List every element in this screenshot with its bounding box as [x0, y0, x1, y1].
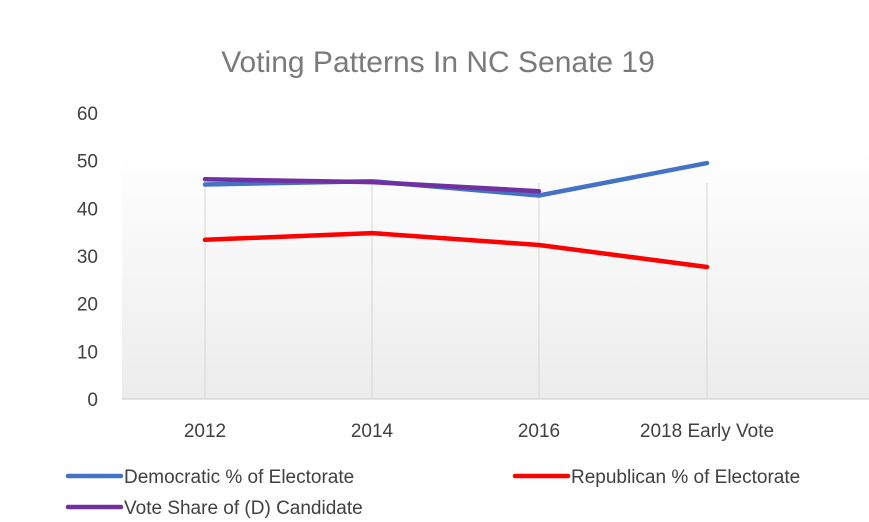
- legend: Democratic % of Electorate Republican % o…: [65, 467, 800, 519]
- y-tick-label: 30: [77, 247, 98, 268]
- x-tick-label: 2012: [184, 421, 226, 442]
- series-lines: [202, 160, 710, 270]
- series-line-1: [202, 230, 710, 270]
- y-tick-label: 50: [77, 152, 98, 173]
- gridlines: [122, 183, 869, 400]
- x-axis-ticks: 2012 2014 2016 2018 Early Vote: [184, 421, 774, 442]
- series-line-2: [202, 177, 542, 194]
- y-tick-label: 0: [87, 390, 98, 411]
- x-tick-label: 2014: [351, 421, 394, 442]
- y-axis-ticks: 0 10 20 30 40 50 60: [77, 104, 98, 411]
- legend-label-1: Republican % of Electorate: [571, 467, 800, 488]
- legend-label-2: Vote Share of (D) Candidate: [124, 498, 363, 519]
- x-tick-label: 2018 Early Vote: [640, 421, 774, 442]
- y-tick-label: 20: [77, 295, 98, 316]
- legend-label-0: Democratic % of Electorate: [124, 467, 354, 488]
- chart-title: Voting Patterns In NC Senate 19: [221, 46, 655, 79]
- y-tick-label: 40: [77, 199, 98, 220]
- y-tick-label: 60: [77, 104, 98, 125]
- y-tick-label: 10: [77, 342, 98, 363]
- x-tick-label: 2016: [518, 421, 560, 442]
